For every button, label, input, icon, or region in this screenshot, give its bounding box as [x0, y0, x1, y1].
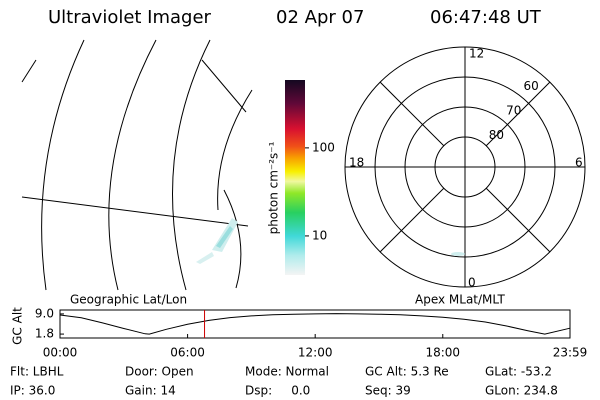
polar-diagonal: [379, 81, 445, 147]
polar-diagonal: [379, 187, 445, 253]
mlt-label: 12: [469, 47, 484, 61]
geographic-map: [21, 39, 253, 291]
mlt-label: 18: [349, 156, 364, 170]
x-tick-label: 18:00: [425, 346, 460, 360]
mlt-label: 6: [575, 156, 583, 170]
info-field: IP: 36.0: [10, 384, 55, 398]
info-field: Door: Open: [125, 365, 194, 379]
x-tick-label: 00:00: [43, 346, 78, 360]
info-field: GLat: -53.2: [485, 365, 552, 379]
y-axis-label: GC Alt: [11, 307, 25, 345]
x-tick-label: 23:59: [553, 346, 588, 360]
colorbar-tick-label: 100: [312, 140, 335, 154]
map-label: Geographic Lat/Lon: [70, 293, 187, 307]
polar-label: Apex MLat/MLT: [415, 293, 505, 307]
info-field: GC Alt: 5.3 Re: [365, 365, 449, 379]
date: 02 Apr 07: [276, 7, 364, 28]
title: Ultraviolet Imager: [48, 7, 212, 28]
y-tick-label: 9.0: [35, 306, 54, 320]
info-field: Gain: 14: [125, 384, 176, 398]
polar-lat-label: 60: [524, 79, 539, 93]
altitude-line: [59, 313, 571, 335]
colorbar-label: photon cm⁻²s⁻¹: [267, 141, 281, 234]
polar-diagonal: [485, 187, 551, 253]
info-field: Mode: Normal: [245, 365, 329, 379]
aurora-patch: [451, 252, 465, 256]
y-tick-label: 1.8: [35, 327, 54, 341]
x-tick-label: 12:00: [298, 346, 333, 360]
x-tick-label: 06:00: [170, 346, 205, 360]
polar-lat-label: 70: [506, 103, 521, 117]
mlt-label: 0: [468, 276, 476, 290]
time: 06:47:48 UT: [430, 7, 542, 28]
colorbar: [285, 80, 305, 275]
info-field: Dsp: 0.0: [245, 384, 310, 398]
info-field: Flt: LBHL: [10, 365, 64, 379]
info-field: GLon: 234.8: [485, 384, 558, 398]
info-field: Seq: 39: [365, 384, 411, 398]
colorbar-tick-label: 10: [312, 228, 327, 242]
polar-diagonal: [485, 81, 551, 147]
